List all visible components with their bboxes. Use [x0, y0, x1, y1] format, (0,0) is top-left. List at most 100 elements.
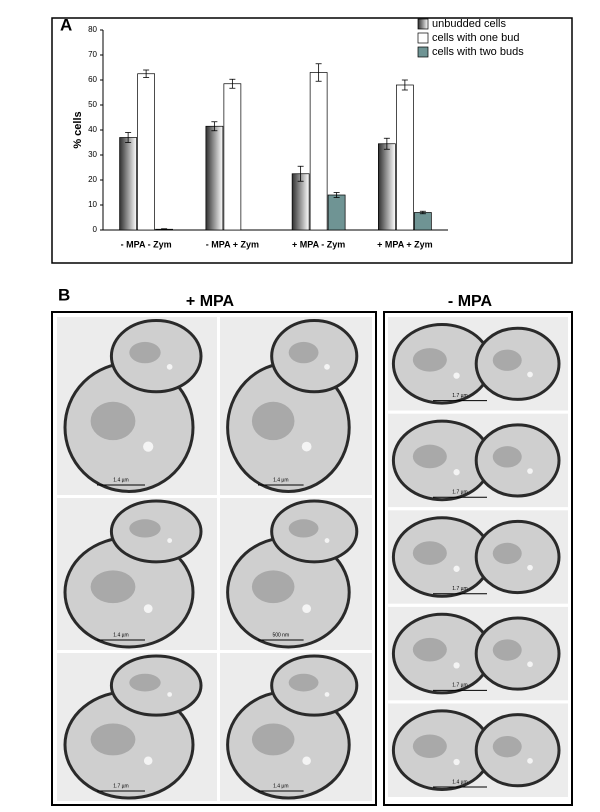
scale-label: 500 nm [272, 632, 289, 638]
granule [453, 372, 460, 379]
micrograph-content [388, 413, 568, 508]
error-bar [315, 63, 322, 82]
granule [527, 564, 533, 571]
vacuole [251, 570, 295, 604]
granule [453, 758, 460, 766]
granule [302, 604, 312, 614]
error-bar [383, 137, 390, 150]
error-bar [229, 78, 236, 89]
micrograph: 500 nm [220, 498, 372, 650]
granule [527, 468, 533, 474]
micrograph-content [388, 317, 568, 411]
micrograph: 1.7 µm [388, 317, 568, 411]
vacuole [492, 446, 522, 468]
vacuole [288, 673, 319, 692]
group-title: + MPA [186, 293, 235, 310]
x-tick-label: - MPA - Zym [121, 239, 172, 249]
granule [453, 662, 460, 669]
bar [223, 83, 242, 231]
y-tick-label: 10 [88, 200, 97, 209]
micrograph-content [220, 498, 372, 650]
legend-label: unbudded cells [432, 18, 507, 30]
legend-swatch [417, 46, 429, 58]
scale-label: 1.4 µm [113, 632, 128, 638]
granule [301, 441, 312, 452]
error-bar [297, 165, 304, 182]
micrograph: 1.7 µm [388, 413, 568, 508]
vacuole [288, 519, 319, 538]
y-tick-label: 60 [88, 75, 97, 84]
vacuole [90, 401, 136, 441]
x-tick-label: + MPA + Zym [377, 239, 433, 249]
bar [119, 137, 137, 231]
x-tick-label: + MPA - Zym [292, 239, 345, 249]
error-bar [333, 192, 340, 198]
scale-label: 1.7 µm [452, 683, 467, 689]
granule [324, 538, 330, 543]
group-title: - MPA [448, 293, 493, 310]
vacuole [129, 673, 161, 692]
error-bar [125, 132, 132, 143]
scale-label: 1.4 µm [273, 783, 288, 789]
x-tick-label: - MPA + Zym [206, 239, 259, 249]
legend-swatch [417, 32, 429, 44]
micrograph: 1.4 µm [220, 317, 372, 495]
micrograph: 1.4 µm [220, 653, 372, 801]
bar [396, 84, 414, 231]
bar [378, 143, 396, 231]
scale-label: 1.4 µm [113, 477, 128, 483]
vacuole [412, 444, 447, 469]
micrograph-content [57, 317, 217, 495]
granule [167, 538, 173, 543]
micrograph-content [220, 317, 372, 495]
micrograph-content [388, 606, 568, 701]
scale-label: 1.7 µm [452, 586, 467, 592]
micrograph: 1.4 µm [388, 703, 568, 797]
vacuole [288, 341, 319, 364]
vacuole [90, 570, 136, 604]
bar [291, 173, 310, 231]
error-bar [161, 228, 168, 231]
y-tick-label: 30 [88, 150, 97, 159]
image-frame [383, 311, 573, 806]
y-axis-label: % cells [72, 111, 84, 148]
y-tick-label: 80 [88, 25, 97, 34]
granule [453, 565, 460, 572]
granule [527, 371, 533, 378]
vacuole [492, 349, 522, 371]
micrograph-content [388, 510, 568, 604]
scale-label: 1.4 µm [273, 477, 288, 483]
granule [527, 661, 533, 668]
bar [309, 72, 328, 231]
error-bar [401, 79, 408, 91]
bar [327, 194, 346, 231]
micrograph: 1.7 µm [388, 606, 568, 701]
y-tick-label: 70 [88, 50, 97, 59]
legend-label: cells with one bud [432, 32, 519, 44]
scale-label: 1.7 µm [452, 393, 467, 399]
micrograph-content [57, 653, 217, 801]
granule [166, 363, 173, 370]
granule [143, 441, 154, 452]
vacuole [129, 519, 161, 538]
vacuole [90, 723, 136, 756]
panel-label: B [58, 285, 70, 304]
scale-label: 1.4 µm [452, 779, 467, 785]
bar [137, 73, 155, 231]
y-tick-label: 20 [88, 175, 97, 184]
error-bar [211, 121, 218, 132]
y-tick-label: 0 [93, 225, 98, 234]
scale-label: 1.7 µm [452, 490, 467, 496]
legend-label: cells with two buds [432, 46, 524, 58]
vacuole [251, 401, 295, 441]
granule [302, 756, 311, 766]
legend-swatch [417, 18, 429, 30]
granule [143, 604, 153, 614]
micrograph-content [388, 703, 568, 797]
granule [143, 756, 153, 766]
granule [167, 692, 173, 697]
image-frame [51, 311, 377, 806]
micrograph: 1.4 µm [57, 317, 217, 495]
vacuole [412, 541, 447, 565]
